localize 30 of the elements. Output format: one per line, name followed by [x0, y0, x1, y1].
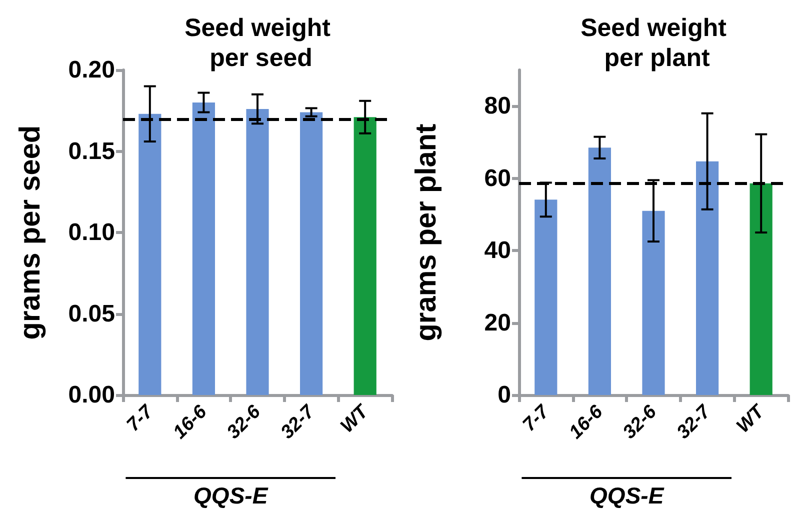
y-tick-label: 20: [484, 309, 511, 336]
bar: [588, 148, 611, 395]
y-axis-title: grams per plant: [410, 123, 442, 342]
bar: [696, 161, 719, 395]
y-tick-label: 0.15: [68, 138, 115, 165]
x-tick-label: WT: [336, 400, 374, 438]
bar: [300, 112, 323, 395]
y-tick-label: 0.00: [68, 382, 115, 408]
y-tick-label: 60: [484, 164, 511, 192]
y-axis-title: grams per seed: [14, 125, 46, 340]
x-tick-label: 7-7: [123, 400, 158, 436]
chart-title: Seed weight per seed: [184, 14, 338, 72]
y-tick-label: 0: [498, 382, 511, 408]
text: QQS-E: [590, 482, 664, 508]
x-tick-label: WT: [732, 400, 770, 438]
bar: [534, 200, 558, 395]
bar: [642, 210, 665, 395]
y-tick-label: 0.20: [68, 56, 115, 84]
text: QQS-E: [194, 482, 268, 508]
bar: [246, 109, 269, 395]
chart-title: Seed weight per plant: [580, 14, 734, 72]
x-tick-label: 7-7: [519, 400, 554, 436]
y-tick-label: 80: [484, 92, 511, 120]
y-tick-label: 40: [484, 237, 511, 264]
bar: [138, 114, 162, 395]
y-tick-label: 0.05: [68, 300, 115, 328]
bar: [750, 183, 772, 395]
bar: [192, 102, 215, 395]
y-tick-label: 0.10: [68, 219, 115, 246]
bar: [354, 117, 376, 395]
